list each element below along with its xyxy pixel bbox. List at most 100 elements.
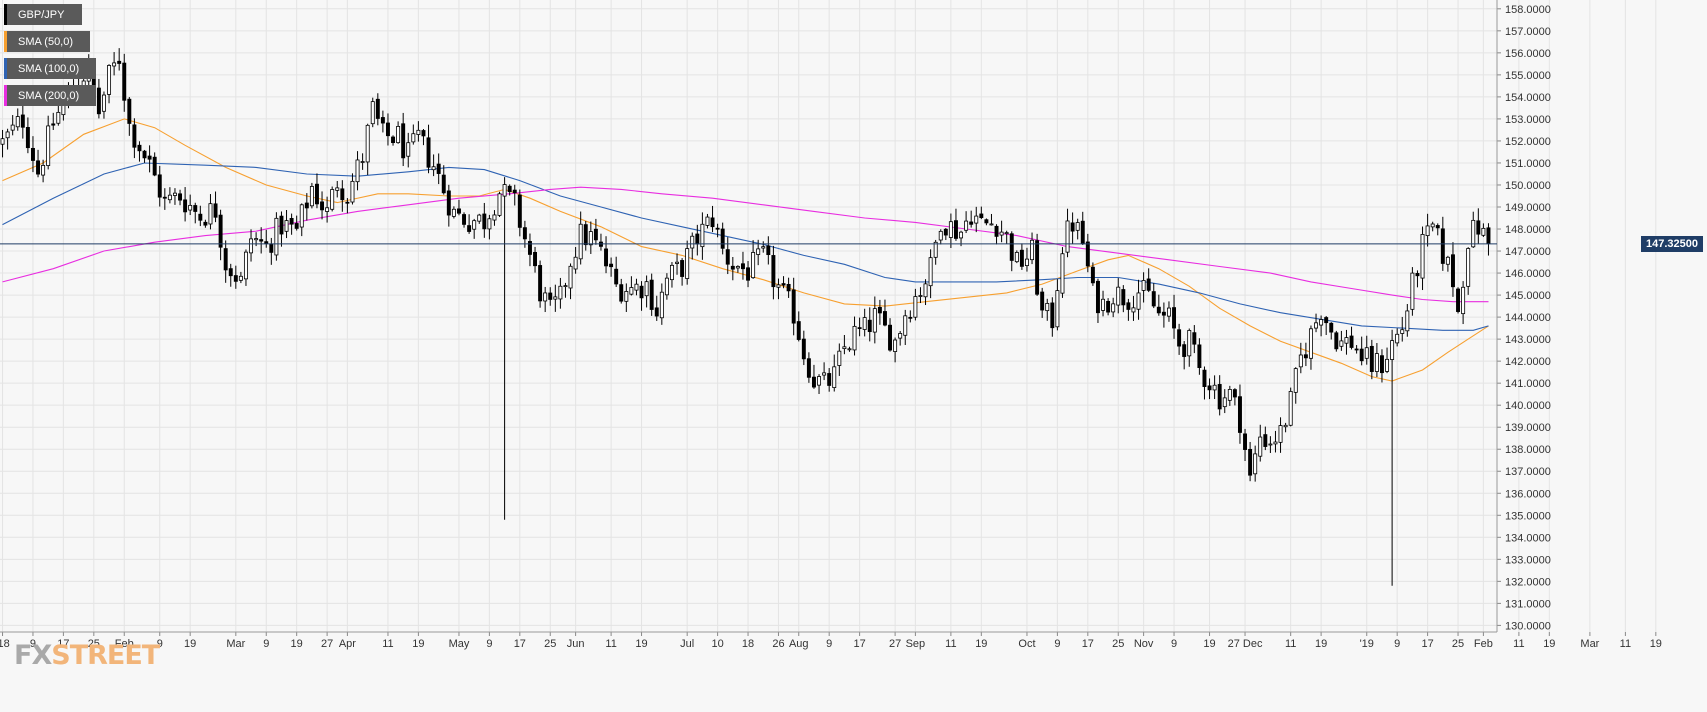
candle-body — [238, 275, 243, 281]
candle-body — [20, 114, 25, 128]
candle-body — [974, 215, 979, 224]
candle-body — [1121, 289, 1126, 306]
candle-body — [0, 138, 5, 145]
candle-body — [791, 289, 796, 324]
y-tick-label: 148.0000 — [1505, 224, 1551, 236]
y-tick-label: 149.0000 — [1505, 202, 1551, 214]
candle-body — [872, 308, 877, 333]
candle-body — [680, 260, 685, 277]
fxstreet-logo: FXSTREET — [14, 640, 160, 671]
candle-body — [1420, 234, 1425, 279]
candle-body — [1060, 253, 1065, 294]
candle-body — [822, 372, 827, 376]
candle-body — [588, 231, 593, 246]
y-tick-label: 158.0000 — [1505, 4, 1551, 16]
x-tick-label: 9 — [826, 638, 832, 650]
candle-body — [345, 201, 350, 204]
candle-body — [796, 321, 801, 340]
candle-body — [1263, 434, 1268, 447]
candle-body — [380, 117, 385, 124]
candle-body — [1471, 219, 1476, 248]
candle-body — [325, 207, 330, 212]
candle-body — [406, 142, 411, 157]
candle-body — [882, 311, 887, 326]
candle-body — [959, 231, 964, 239]
legend-symbol[interactable]: GBP/JPY — [4, 4, 82, 25]
candle-body — [259, 239, 264, 242]
candle-body — [1456, 288, 1461, 312]
candle-body — [746, 267, 751, 281]
x-tick-label: 19 — [1543, 638, 1555, 650]
candle-body — [801, 338, 806, 360]
candle-body — [360, 161, 365, 163]
x-tick-label: '18 — [0, 638, 10, 650]
candle-body — [1197, 344, 1202, 368]
candle-body — [1243, 433, 1248, 450]
x-tick-label: Sep — [906, 638, 926, 650]
candle-body — [314, 183, 319, 205]
legend-sma50[interactable]: SMA (50,0) — [4, 31, 90, 52]
x-tick-label: 19 — [1315, 638, 1327, 650]
x-tick-label: Aug — [789, 638, 809, 650]
candle-body — [811, 376, 816, 388]
candle-body — [436, 163, 441, 174]
candle-body — [1481, 227, 1486, 236]
legend-sma200[interactable]: SMA (200,0) — [4, 85, 96, 106]
candle-body — [375, 98, 380, 119]
candle-body — [112, 62, 117, 67]
candle-body — [852, 325, 857, 351]
candle-body — [401, 123, 406, 159]
candle-body — [482, 213, 487, 230]
candle-body — [340, 188, 345, 201]
candle-body — [497, 193, 502, 216]
candle-body — [639, 285, 644, 299]
candle-body — [96, 87, 101, 115]
candle-body — [462, 214, 467, 225]
candle-body — [1141, 280, 1146, 291]
candle-body — [893, 339, 898, 352]
candle-body — [771, 255, 776, 288]
x-tick-label: 9 — [30, 638, 36, 650]
candle-body — [411, 133, 416, 143]
y-tick-label: 154.0000 — [1505, 92, 1551, 104]
x-tick-label: Nov — [1134, 638, 1154, 650]
candle-body — [1090, 266, 1095, 284]
y-tick-label: 132.0000 — [1505, 576, 1551, 588]
candle-body — [573, 256, 578, 270]
y-tick-label: 131.0000 — [1505, 598, 1551, 610]
legend-sma100[interactable]: SMA (100,0) — [4, 58, 96, 79]
candle-body — [107, 65, 112, 95]
x-tick-label: 19 — [184, 638, 196, 650]
candle-body — [1070, 222, 1075, 232]
candle-body — [451, 208, 456, 217]
candle-body — [533, 251, 538, 267]
logo-street: STREET — [51, 640, 160, 671]
x-tick-label: 11 — [1513, 638, 1524, 650]
x-tick-label: May — [449, 638, 470, 650]
candle-body — [178, 193, 183, 201]
candle-body — [685, 248, 690, 279]
x-tick-label: 26 — [772, 638, 784, 650]
candle-body — [1192, 332, 1197, 345]
x-tick-label: 11 — [382, 638, 393, 650]
candles — [0, 48, 1491, 586]
candle-body — [604, 248, 609, 267]
candle-body — [619, 284, 624, 302]
candle-body — [1379, 355, 1384, 374]
candle-body — [827, 373, 832, 386]
candle-body — [847, 348, 852, 351]
candle-body — [837, 350, 842, 366]
x-tick-label: 9 — [1171, 638, 1177, 650]
candle-body — [923, 283, 928, 298]
candle-body — [218, 214, 223, 248]
candle-body — [5, 131, 10, 139]
candle-body — [1435, 225, 1440, 229]
candle-body — [147, 155, 152, 160]
candle-body — [1329, 322, 1334, 333]
candle-body — [735, 266, 740, 269]
candle-body — [172, 192, 177, 196]
candle-body — [41, 164, 46, 176]
candle-body — [1359, 348, 1364, 362]
candle-body — [101, 94, 106, 112]
